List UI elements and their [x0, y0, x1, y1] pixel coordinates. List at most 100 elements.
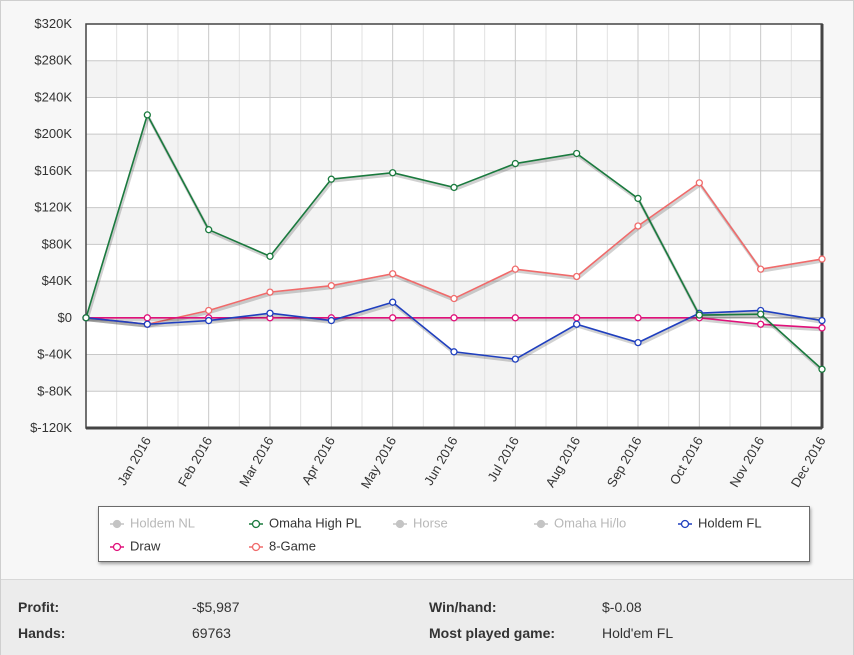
data-point — [573, 314, 581, 322]
data-point — [695, 179, 703, 187]
data-point — [389, 169, 397, 177]
chart-legend: Holdem NL Omaha High PL Horse Omaha Hi/lo Ho… — [98, 506, 810, 562]
y-tick-label: $-80K — [37, 383, 72, 398]
data-point — [205, 306, 213, 315]
data-point — [818, 365, 826, 373]
hands-label: Hands: — [18, 625, 66, 641]
profit-line-chart: $320K $280K $240K $200K $160K $120K $80K $40K $0… — [30, 16, 829, 491]
x-tick-label: Mar 2016 — [236, 434, 276, 489]
y-tick-label: $40K — [42, 273, 73, 288]
legend-label: Draw — [130, 538, 161, 554]
x-tick-label: Jan 2016 — [114, 434, 154, 488]
data-point — [205, 226, 213, 234]
data-point — [450, 348, 458, 356]
legend-item[interactable]: 8-Game — [249, 537, 316, 555]
data-point — [634, 338, 642, 347]
y-tick-label: $0 — [58, 310, 72, 325]
legend-item[interactable]: Holdem FL — [678, 514, 762, 532]
win-per-hand-label: Win/hand: — [429, 599, 497, 615]
x-tick-label: Sep 2016 — [604, 434, 645, 490]
data-point — [818, 324, 826, 332]
y-tick-label: $160K — [34, 163, 72, 178]
legend-label: Holdem NL — [130, 515, 196, 531]
y-tick-label: $240K — [34, 89, 72, 104]
win-per-hand-value: $-0.08 — [602, 599, 642, 615]
chart-area: $320K $280K $240K $200K $160K $120K $80K $40K $0… — [1, 1, 853, 579]
legend-label: Holdem FL — [698, 515, 762, 531]
data-point — [573, 320, 581, 328]
data-point — [327, 282, 335, 290]
data-point — [143, 320, 151, 328]
data-point — [634, 222, 642, 230]
data-point — [511, 314, 519, 322]
legend-item[interactable]: Horse — [393, 514, 448, 532]
most-played-game-label: Most played game: — [429, 625, 556, 641]
legend-marker-icon — [393, 519, 407, 528]
legend-item[interactable]: Holdem NL — [110, 514, 195, 532]
data-point — [695, 311, 703, 319]
data-point — [511, 159, 519, 168]
profit-value: -$5,987 — [192, 599, 240, 615]
data-point — [327, 175, 335, 183]
data-point — [511, 265, 519, 273]
legend-marker-icon — [678, 519, 692, 528]
y-tick-label: $-120K — [30, 420, 72, 435]
data-point — [757, 320, 765, 328]
data-point — [389, 314, 397, 322]
data-point — [389, 270, 397, 278]
x-tick-label: Jun 2016 — [421, 434, 461, 488]
x-tick-label: Feb 2016 — [175, 434, 215, 489]
data-point — [266, 288, 274, 296]
data-point — [266, 252, 274, 260]
x-tick-label: Aug 2016 — [542, 434, 583, 490]
data-point — [757, 310, 765, 318]
data-point — [573, 149, 581, 158]
legend-label: Horse — [413, 515, 448, 531]
y-tick-label: $120K — [34, 200, 72, 215]
legend-label: 8-Game — [269, 538, 316, 554]
legend-marker-icon — [110, 519, 124, 528]
x-tick-label: Apr 2016 — [299, 434, 338, 487]
data-point — [143, 314, 151, 322]
legend-item[interactable]: Omaha High PL — [249, 514, 362, 532]
data-point — [82, 314, 90, 322]
y-tick-label: $200K — [34, 126, 72, 141]
data-point — [634, 194, 642, 203]
legend-label: Omaha Hi/lo — [554, 515, 627, 531]
data-point — [818, 316, 826, 325]
x-tick-label: Jul 2016 — [484, 434, 522, 484]
x-tick-label: Nov 2016 — [726, 434, 767, 490]
y-tick-label: $280K — [34, 53, 72, 68]
most-played-game-value: Hold'em FL — [602, 625, 674, 641]
legend-marker-icon — [249, 519, 263, 528]
legend-marker-icon — [249, 542, 263, 551]
y-tick-label: $-40K — [37, 347, 72, 362]
data-point — [205, 316, 213, 325]
x-tick-label: May 2016 — [358, 434, 400, 491]
hands-value: 69763 — [192, 625, 231, 641]
data-point — [450, 314, 458, 322]
legend-label: Omaha High PL — [269, 515, 362, 531]
data-point — [450, 294, 458, 303]
y-tick-label: $80K — [42, 236, 73, 251]
x-tick-label: Dec 2016 — [788, 434, 829, 490]
legend-item[interactable]: Draw — [110, 537, 160, 555]
legend-item[interactable]: Omaha Hi/lo — [534, 514, 626, 532]
stats-summary: Profit: -$5,987 Win/hand: $-0.08 Hands: … — [1, 579, 853, 655]
data-point — [450, 183, 458, 192]
data-point — [143, 111, 151, 119]
legend-marker-icon — [534, 519, 548, 528]
profit-label: Profit: — [18, 599, 60, 615]
data-point — [511, 355, 519, 363]
data-point — [573, 272, 581, 281]
data-point — [327, 316, 335, 325]
data-point — [389, 298, 397, 306]
data-point — [266, 309, 274, 317]
data-point — [818, 255, 826, 263]
y-tick-label: $320K — [34, 16, 72, 31]
data-point — [757, 265, 765, 273]
x-tick-label: Oct 2016 — [667, 434, 706, 487]
data-point — [634, 314, 642, 322]
legend-marker-icon — [110, 542, 124, 551]
